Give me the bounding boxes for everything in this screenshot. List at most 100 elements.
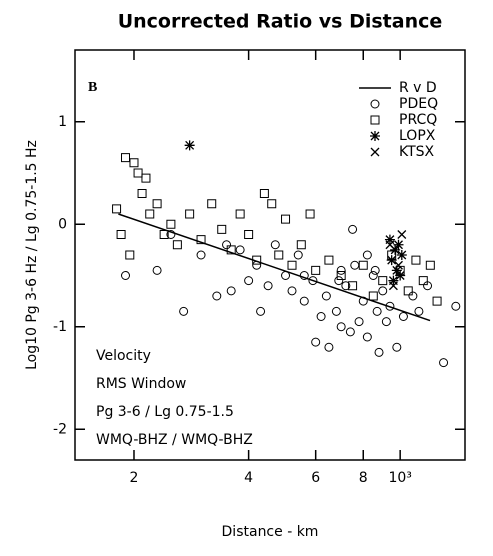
- point: [212, 291, 222, 301]
- point: [287, 286, 297, 296]
- point: [274, 250, 284, 260]
- point: [196, 250, 206, 260]
- point: [207, 199, 217, 209]
- point: [345, 327, 355, 337]
- point: [392, 342, 402, 352]
- point: [226, 245, 236, 255]
- point: [321, 291, 331, 301]
- point: [145, 209, 155, 219]
- annotation: Pg 3-6 / Lg 0.75-1.5: [96, 404, 234, 420]
- point: [336, 322, 346, 332]
- point: [362, 332, 372, 342]
- point: [396, 250, 407, 260]
- point: [395, 270, 406, 281]
- point: [374, 347, 384, 357]
- point: [414, 306, 424, 316]
- point: [386, 255, 397, 266]
- point: [388, 281, 398, 291]
- legend-symbol: [370, 99, 380, 109]
- x-tick-label: 10³: [388, 470, 411, 486]
- point: [418, 276, 428, 286]
- point: [235, 209, 245, 219]
- point: [129, 158, 139, 168]
- point: [451, 301, 461, 311]
- point: [336, 265, 346, 275]
- point: [336, 271, 346, 280]
- point: [244, 276, 254, 286]
- annotation: WMQ-BHZ / WMQ-BHZ: [96, 432, 253, 448]
- point: [390, 244, 401, 255]
- point: [348, 224, 358, 234]
- point: [397, 230, 407, 239]
- point: [393, 239, 404, 250]
- point: [133, 168, 143, 178]
- point: [388, 275, 399, 286]
- point: [235, 245, 245, 255]
- point: [179, 306, 189, 316]
- point: [287, 260, 297, 270]
- point: [166, 219, 176, 229]
- point: [385, 301, 395, 311]
- point: [378, 286, 388, 296]
- point: [368, 271, 378, 280]
- point: [311, 265, 321, 275]
- point: [334, 276, 344, 286]
- point: [244, 230, 254, 239]
- point: [358, 260, 368, 270]
- point: [381, 317, 391, 327]
- point: [308, 276, 318, 286]
- point: [217, 224, 227, 234]
- point: [281, 214, 291, 224]
- point: [121, 271, 131, 280]
- point: [270, 240, 280, 250]
- point: [370, 265, 380, 275]
- point: [116, 230, 126, 239]
- point: [432, 296, 442, 306]
- legend-label: PRCQ: [399, 112, 437, 128]
- point: [159, 230, 169, 239]
- y-tick-label: -1: [53, 319, 67, 335]
- chart-title: Uncorrected Ratio vs Distance: [118, 11, 443, 33]
- legend-label: PDEQ: [399, 96, 438, 112]
- point: [166, 230, 176, 239]
- point: [185, 209, 195, 219]
- point: [299, 296, 309, 306]
- point: [316, 312, 326, 321]
- point: [263, 281, 273, 291]
- y-axis-label: Log10 Pg 3-6 Hz / Lg 0.75-1.5 Hz: [24, 140, 40, 370]
- point: [411, 255, 421, 265]
- point: [341, 281, 351, 291]
- point: [222, 240, 232, 250]
- annotation: Velocity: [96, 348, 151, 364]
- point: [152, 265, 162, 275]
- point: [385, 240, 395, 250]
- point: [152, 199, 162, 209]
- point: [372, 306, 382, 316]
- point: [281, 271, 291, 280]
- annotation: RMS Window: [96, 376, 186, 392]
- point: [252, 260, 262, 270]
- point: [394, 260, 403, 270]
- point: [172, 240, 182, 250]
- legend-symbol: [370, 131, 380, 141]
- legend-label: R v D: [399, 80, 437, 96]
- point: [362, 250, 372, 260]
- point: [196, 235, 206, 245]
- y-tick-label: 0: [58, 216, 67, 232]
- legend-symbol: [370, 115, 380, 125]
- point: [252, 255, 262, 265]
- legend-symbol: [370, 147, 380, 157]
- point: [311, 337, 321, 347]
- point: [112, 204, 122, 214]
- legend-label: LOPX: [399, 128, 436, 144]
- point: [358, 296, 368, 306]
- regression-line: [118, 213, 431, 322]
- point: [184, 140, 195, 151]
- point: [121, 153, 131, 163]
- point: [267, 199, 277, 209]
- point: [293, 250, 303, 260]
- point: [391, 265, 402, 276]
- y-tick-label: -2: [53, 421, 67, 437]
- point: [354, 317, 364, 327]
